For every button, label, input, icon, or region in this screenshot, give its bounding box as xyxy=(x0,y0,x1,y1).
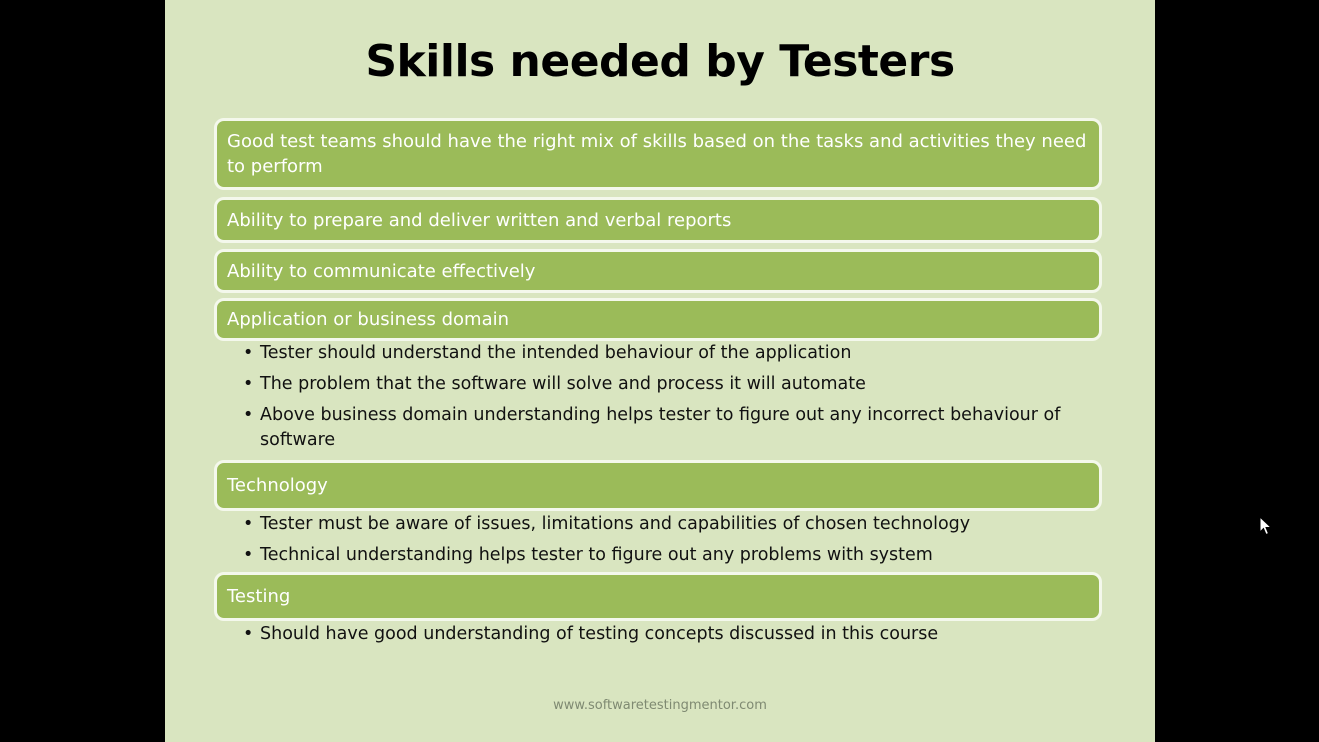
list-item: • Tester must be aware of issues, limita… xyxy=(243,512,1073,537)
list-item: • Should have good understanding of test… xyxy=(243,622,1073,647)
bullet-icon: • xyxy=(243,343,254,363)
list-item: • Above business domain understanding he… xyxy=(243,403,1073,453)
bullet-icon: • xyxy=(243,545,254,565)
list-item: • The problem that the software will sol… xyxy=(243,372,1073,397)
skill-box-label: Good test teams should have the right mi… xyxy=(227,131,1087,177)
bullet-icon: • xyxy=(243,405,254,425)
skill-box-label: Testing xyxy=(227,586,291,607)
list-item: • Technical understanding helps tester t… xyxy=(243,543,1073,568)
business-domain-bullet-list: • Tester should understand the intended … xyxy=(243,341,1073,453)
skill-box-label: Ability to communicate effectively xyxy=(227,260,536,282)
bullet-icon: • xyxy=(243,624,254,644)
testing-bullet-list: • Should have good understanding of test… xyxy=(243,622,1073,647)
skill-box-business-domain: Application or business domain xyxy=(214,298,1102,341)
bullet-text: Above business domain understanding help… xyxy=(260,405,1061,450)
bullet-text: Tester must be aware of issues, limitati… xyxy=(260,514,971,534)
skill-box-team-mix: Good test teams should have the right mi… xyxy=(214,118,1102,190)
skill-box-testing: Testing xyxy=(214,572,1102,621)
skill-box-communication: Ability to communicate effectively xyxy=(214,249,1102,293)
technology-bullet-list: • Tester must be aware of issues, limita… xyxy=(243,512,1073,568)
slide-footer-url: www.softwaretestingmentor.com xyxy=(553,698,767,713)
skill-box-label: Technology xyxy=(227,475,328,496)
bullet-icon: • xyxy=(243,514,254,534)
bullet-text: Tester should understand the intended be… xyxy=(260,343,852,363)
skill-box-label: Application or business domain xyxy=(227,309,510,330)
skill-box-label: Ability to prepare and deliver written a… xyxy=(227,209,732,231)
bullet-text: Technical understanding helps tester to … xyxy=(260,545,933,565)
bullet-text: The problem that the software will solve… xyxy=(260,374,866,394)
bullet-icon: • xyxy=(243,374,254,394)
bullet-text: Should have good understanding of testin… xyxy=(260,624,939,644)
presentation-slide: Skills needed by Testers Good test teams… xyxy=(165,0,1155,742)
list-item: • Tester should understand the intended … xyxy=(243,341,1073,366)
skill-box-reports: Ability to prepare and deliver written a… xyxy=(214,197,1102,243)
slide-title: Skills needed by Testers xyxy=(365,36,955,87)
mouse-pointer-icon xyxy=(1259,516,1273,536)
skill-box-technology: Technology xyxy=(214,460,1102,511)
